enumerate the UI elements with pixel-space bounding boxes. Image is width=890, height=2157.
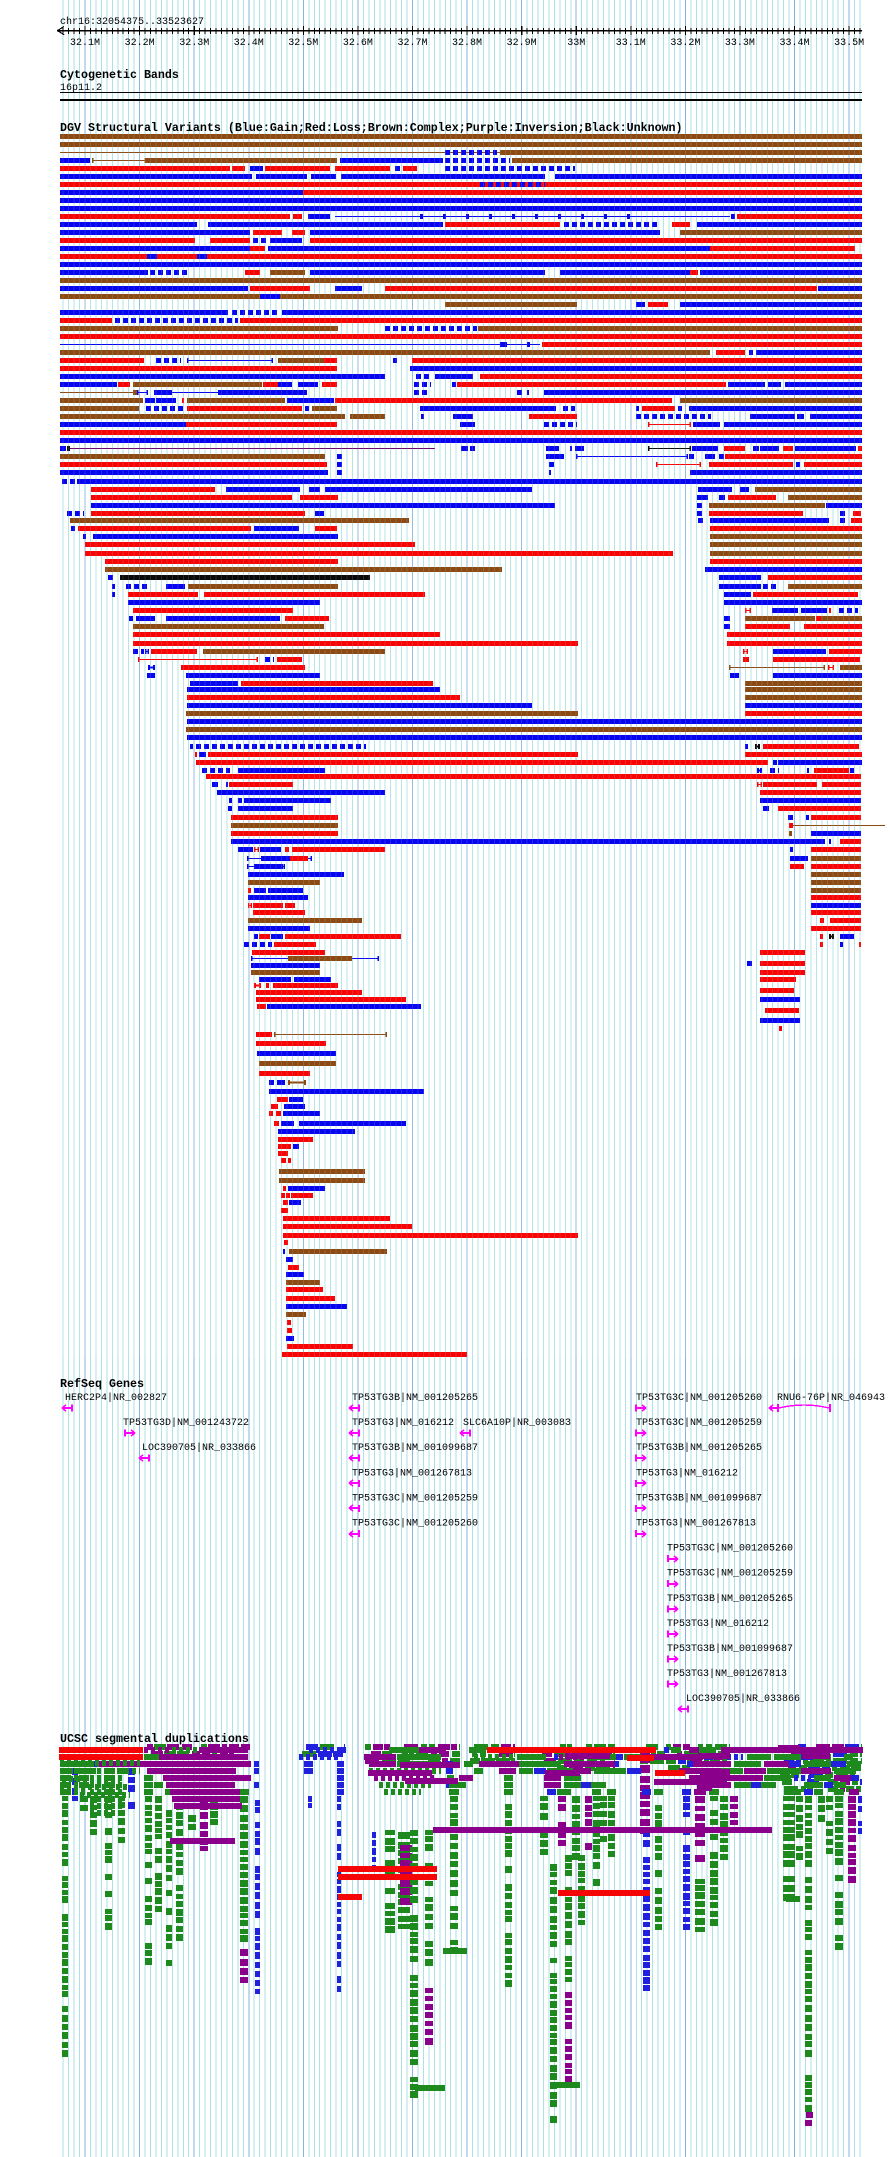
svg-text:TP53TG3B|NM_001205265: TP53TG3B|NM_001205265 [636,1442,762,1454]
svg-text:33.2M: 33.2M [670,38,700,49]
svg-text:TP53TG3C|NM_001205260: TP53TG3C|NM_001205260 [352,1518,478,1530]
svg-text:Cytogenetic Bands: Cytogenetic Bands [60,68,179,82]
svg-text:SLC6A10P|NR_003083: SLC6A10P|NR_003083 [463,1417,571,1429]
svg-text:TP53TG3C|NM_001205259: TP53TG3C|NM_001205259 [667,1568,793,1580]
svg-text:TP53TG3|NM_001267813: TP53TG3|NM_001267813 [352,1467,472,1479]
svg-text:TP53TG3C|NM_001205259: TP53TG3C|NM_001205259 [352,1492,478,1504]
svg-text:RefSeq Genes: RefSeq Genes [60,1377,144,1391]
svg-text:TP53TG3|NM_016212: TP53TG3|NM_016212 [667,1618,769,1630]
svg-text:LOC390705|NR_033866: LOC390705|NR_033866 [142,1442,256,1454]
svg-text:32.8M: 32.8M [452,38,482,49]
svg-text:TP53TG3B|NM_001099687: TP53TG3B|NM_001099687 [636,1492,762,1504]
svg-text:UCSC segmental duplications: UCSC segmental duplications [60,1732,249,1746]
svg-text:chr16:32054375..33523627: chr16:32054375..33523627 [60,16,204,28]
svg-text:33M: 33M [567,38,585,49]
svg-text:TP53TG3|NM_001267813: TP53TG3|NM_001267813 [636,1518,756,1530]
svg-text:TP53TG3|NM_016212: TP53TG3|NM_016212 [636,1467,738,1479]
svg-text:TP53TG3B|NM_001205265: TP53TG3B|NM_001205265 [667,1593,793,1605]
svg-text:TP53TG3|NM_016212: TP53TG3|NM_016212 [352,1417,454,1429]
svg-text:32.4M: 32.4M [234,38,264,49]
svg-text:TP53TG3C|NM_001205259: TP53TG3C|NM_001205259 [636,1417,762,1429]
svg-text:RNU6-76P|NR_046943: RNU6-76P|NR_046943 [777,1392,885,1404]
svg-text:32.2M: 32.2M [125,38,155,49]
svg-text:HERC2P4|NR_002827: HERC2P4|NR_002827 [65,1392,167,1404]
svg-text:TP53TG3|NM_001267813: TP53TG3|NM_001267813 [667,1668,787,1680]
svg-text:32.5M: 32.5M [288,38,318,49]
svg-text:32.3M: 32.3M [179,38,209,49]
svg-text:33.1M: 33.1M [616,38,646,49]
svg-text:TP53TG3B|NM_001205265: TP53TG3B|NM_001205265 [352,1392,478,1404]
svg-text:16p11.2: 16p11.2 [60,83,102,94]
svg-text:33.5M: 33.5M [834,38,864,49]
svg-text:TP53TG3B|NM_001099687: TP53TG3B|NM_001099687 [667,1643,793,1655]
svg-text:33.4M: 33.4M [780,38,810,49]
svg-text:TP53TG3B|NM_001099687: TP53TG3B|NM_001099687 [352,1442,478,1454]
svg-text:TP53TG3D|NM_001243722: TP53TG3D|NM_001243722 [123,1417,249,1429]
svg-text:32.1M: 32.1M [70,38,100,49]
svg-text:32.9M: 32.9M [507,38,537,49]
svg-text:TP53TG3C|NM_001205260: TP53TG3C|NM_001205260 [667,1543,793,1555]
svg-text:32.7M: 32.7M [398,38,428,49]
svg-text:DGV Structural Variants (Blue:: DGV Structural Variants (Blue:Gain;Red:L… [60,121,683,135]
svg-text:LOC390705|NR_033866: LOC390705|NR_033866 [686,1693,800,1705]
svg-text:32.6M: 32.6M [343,38,373,49]
svg-text:33.3M: 33.3M [725,38,755,49]
svg-text:TP53TG3C|NM_001205260: TP53TG3C|NM_001205260 [636,1392,762,1404]
